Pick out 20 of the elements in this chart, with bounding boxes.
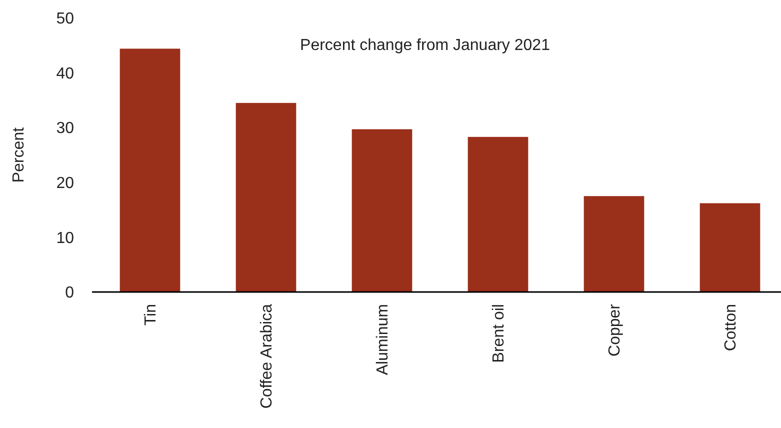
bar bbox=[468, 136, 528, 292]
text: Percent change from January 2021 bbox=[300, 37, 550, 54]
x-tick-label: Cotton bbox=[722, 304, 740, 352]
x-tick-label: Tin bbox=[142, 304, 160, 326]
y-axis-title: Percent bbox=[10, 126, 28, 183]
y-tick-label: 30 bbox=[56, 120, 74, 138]
bar bbox=[584, 196, 644, 292]
x-tick-label: Coffee Arabica bbox=[258, 304, 276, 409]
x-tick-label: Brent oil bbox=[490, 304, 508, 363]
y-tick-label: 0 bbox=[65, 284, 74, 302]
bar bbox=[236, 102, 296, 292]
bar bbox=[700, 203, 760, 292]
x-tick-label: Aluminum bbox=[374, 304, 392, 376]
y-tick-label: 20 bbox=[56, 175, 74, 192]
bar bbox=[120, 48, 180, 292]
y-tick-label: 40 bbox=[56, 65, 74, 82]
y-tick-label: 50 bbox=[56, 10, 74, 28]
y-tick-label: 10 bbox=[56, 230, 74, 247]
x-tick-label: Copper bbox=[606, 303, 624, 356]
bar bbox=[352, 129, 412, 292]
